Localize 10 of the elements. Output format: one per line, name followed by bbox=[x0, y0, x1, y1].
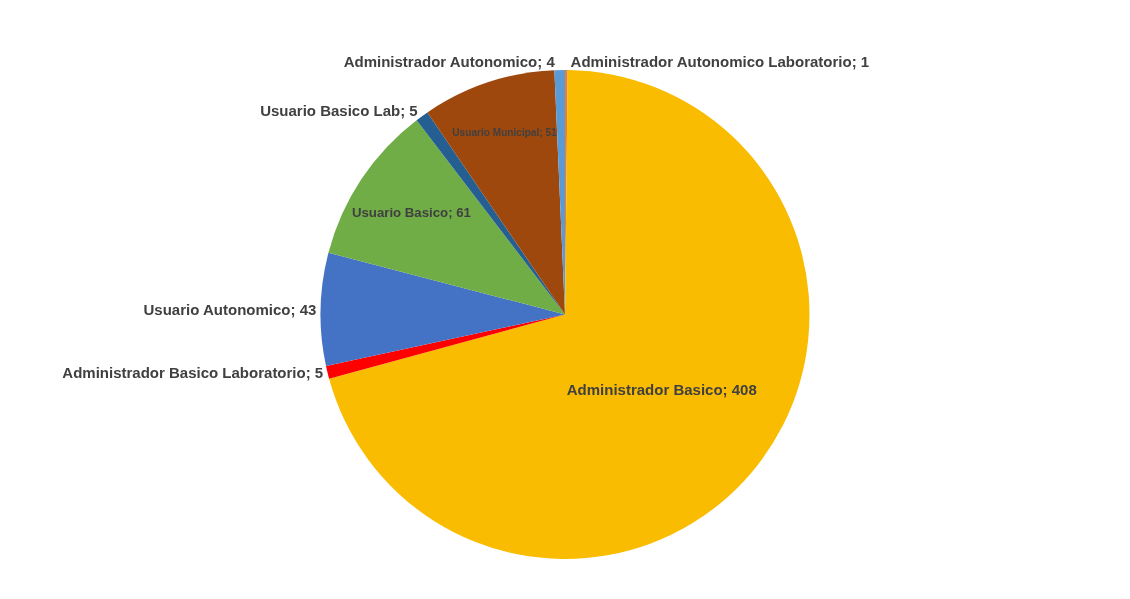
slice-label: Administrador Basico; 408 bbox=[566, 380, 757, 398]
slice-label: Administrador Autonomico; 4 bbox=[343, 53, 556, 71]
pie-slice bbox=[328, 120, 565, 315]
slice-label: Usuario Municipal; 51 bbox=[452, 127, 558, 139]
slice-label: Administrador Basico Laboratorio; 5 bbox=[62, 364, 324, 382]
slice-label: Usuario Autonomico; 43 bbox=[143, 300, 317, 318]
slice-label: Usuario Basico Lab; 5 bbox=[260, 102, 418, 120]
slice-label: Usuario Basico; 61 bbox=[351, 205, 471, 221]
pie-slice bbox=[320, 252, 565, 366]
slice-label: Administrador Autonomico Laboratorio; 1 bbox=[570, 53, 870, 70]
